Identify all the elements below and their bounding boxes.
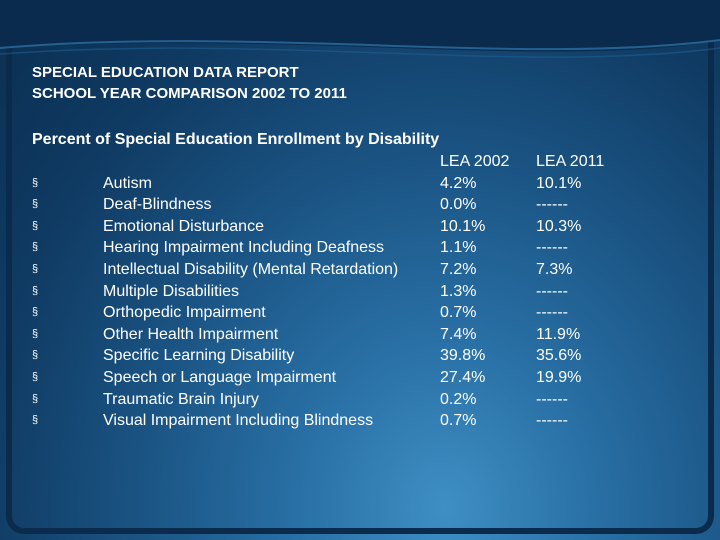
row-label: Speech or Language Impairment xyxy=(103,368,337,386)
table-heading: Percent of Special Education Enrollment … xyxy=(32,131,440,148)
value-lea-2002: 39.8% xyxy=(440,347,486,365)
value-lea-2002: 10.1% xyxy=(440,217,486,235)
value-lea-2011: 10.1% xyxy=(536,174,582,192)
bullet-icon: § xyxy=(32,284,39,297)
row-label: Visual Impairment Including Blindness xyxy=(103,412,374,430)
row-label: Emotional Disturbance xyxy=(103,217,264,235)
value-lea-2011: ------ xyxy=(536,390,568,408)
row-label: Specific Learning Disability xyxy=(103,347,295,365)
bullet-icon: § xyxy=(32,262,39,275)
bullet-icon: § xyxy=(32,176,39,189)
column-header-lea-2011: LEA 2011 xyxy=(536,153,605,170)
value-lea-2002: 0.0% xyxy=(440,196,477,214)
bullet-icon: § xyxy=(32,219,39,232)
value-lea-2011: ------ xyxy=(536,239,568,257)
value-lea-2002: 27.4% xyxy=(440,368,486,386)
slide-background xyxy=(6,6,714,534)
bullet-icon: § xyxy=(32,198,39,211)
value-lea-2002: 4.2% xyxy=(440,174,477,192)
bullet-icon: § xyxy=(32,306,39,319)
value-lea-2011: ------ xyxy=(536,282,568,300)
value-lea-2011: 10.3% xyxy=(536,217,582,235)
row-label: Orthopedic Impairment xyxy=(103,304,266,322)
value-lea-2002: 1.1% xyxy=(440,239,477,257)
row-label: Deaf-Blindness xyxy=(103,196,212,214)
bullet-icon: § xyxy=(32,414,39,427)
value-lea-2002: 7.4% xyxy=(440,325,477,343)
decorative-swoosh xyxy=(0,0,720,58)
disability-table: LEA 2002 LEA 2011 xyxy=(32,151,712,173)
value-lea-2002: 0.7% xyxy=(440,304,477,322)
bullet-icon: § xyxy=(32,241,39,254)
row-label: Traumatic Brain Injury xyxy=(103,390,259,408)
row-label: Intellectual Disability (Mental Retardat… xyxy=(103,260,399,278)
bullet-icon: § xyxy=(32,370,39,383)
value-lea-2011: ------ xyxy=(536,196,568,214)
report-title: SPECIAL EDUCATION DATA REPORT xyxy=(32,64,299,81)
row-label: Other Health Impairment xyxy=(103,325,279,343)
bullet-icon: § xyxy=(32,327,39,340)
value-lea-2011: ------ xyxy=(536,304,568,322)
report-subtitle: SCHOOL YEAR COMPARISON 2002 TO 2011 xyxy=(32,85,347,102)
column-header-lea-2002: LEA 2002 xyxy=(440,153,510,170)
value-lea-2011: ------ xyxy=(536,412,568,430)
bullet-icon: § xyxy=(32,392,39,405)
value-lea-2011: 19.9% xyxy=(536,368,582,386)
row-label: Hearing Impairment Including Deafness xyxy=(103,239,385,257)
value-lea-2011: 35.6% xyxy=(536,347,582,365)
value-lea-2002: 0.2% xyxy=(440,390,477,408)
slide-content: SPECIAL EDUCATION DATA REPORT SCHOOL YEA… xyxy=(32,62,712,432)
value-lea-2002: 1.3% xyxy=(440,282,477,300)
bullet-icon: § xyxy=(32,349,39,362)
row-label: Autism xyxy=(103,174,152,192)
value-lea-2011: 7.3% xyxy=(536,260,573,278)
value-lea-2011: 11.9% xyxy=(536,325,581,343)
row-label: Multiple Disabilities xyxy=(103,282,240,300)
table-rows: § Autism 4.2% 10.1% § Deaf-Blindness 0.0% -----… xyxy=(32,173,712,432)
value-lea-2002: 7.2% xyxy=(440,260,477,278)
value-lea-2002: 0.7% xyxy=(440,412,477,430)
